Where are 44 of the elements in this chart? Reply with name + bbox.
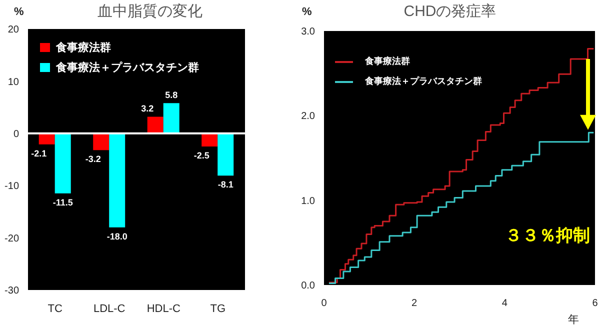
x-tick-label: 6 bbox=[592, 298, 598, 310]
x-tick-label: 0 bbox=[321, 298, 328, 310]
x-tick-label: HDL-C bbox=[146, 302, 180, 315]
bar bbox=[163, 103, 180, 134]
bar bbox=[109, 133, 126, 228]
legend-label: 食事療法＋プラバスタチン群 bbox=[56, 60, 199, 75]
y-tick-label: 3.0 bbox=[301, 26, 316, 38]
data-label: -2.5 bbox=[194, 150, 210, 160]
bar bbox=[93, 133, 110, 150]
bar bbox=[202, 133, 218, 146]
y-tick-label: -20 bbox=[4, 233, 20, 244]
y-tick-label: 1.0 bbox=[301, 196, 316, 207]
data-label: -11.5 bbox=[52, 197, 73, 208]
x-tick-label: TC bbox=[48, 302, 63, 315]
bar bbox=[218, 133, 234, 176]
legend-label: 食事療法＋プラバスタチン群 bbox=[365, 75, 482, 88]
data-label: -2.1 bbox=[31, 148, 47, 158]
x-tick-label: 4 bbox=[502, 298, 508, 310]
x-axis-title: 年 bbox=[568, 313, 579, 327]
bar bbox=[147, 116, 164, 134]
legend-label: 食事療法群 bbox=[56, 40, 111, 55]
y-tick-label: 0.0 bbox=[301, 280, 316, 292]
y-tick-label: 20 bbox=[8, 24, 20, 36]
y-axis-title: % bbox=[14, 6, 24, 18]
y-tick-label: 10 bbox=[8, 76, 20, 88]
y-tick-label: -30 bbox=[4, 286, 20, 297]
data-label: -8.1 bbox=[218, 180, 234, 190]
x-tick-label: LDL-C bbox=[93, 302, 126, 315]
bar bbox=[54, 133, 71, 194]
x-tick-label: TG bbox=[210, 302, 226, 315]
x-tick-label: 2 bbox=[412, 298, 418, 310]
annotation: ３３％抑制 bbox=[505, 225, 590, 247]
chart-title: CHDの発症率 bbox=[404, 3, 496, 20]
data-label: 3.2 bbox=[141, 104, 154, 114]
y-tick-label: 2.0 bbox=[301, 111, 316, 122]
y-tick-label: 0 bbox=[13, 128, 20, 140]
legend-label: 食事療法群 bbox=[365, 55, 410, 68]
data-label: -3.2 bbox=[85, 154, 101, 164]
data-label: 5.8 bbox=[165, 90, 178, 100]
data-label: -18.0 bbox=[106, 231, 128, 242]
y-axis-title: % bbox=[302, 6, 312, 18]
bar bbox=[38, 133, 55, 144]
y-tick-label: -10 bbox=[4, 181, 20, 192]
chart-title: 血中脂質の変化 bbox=[98, 3, 202, 20]
